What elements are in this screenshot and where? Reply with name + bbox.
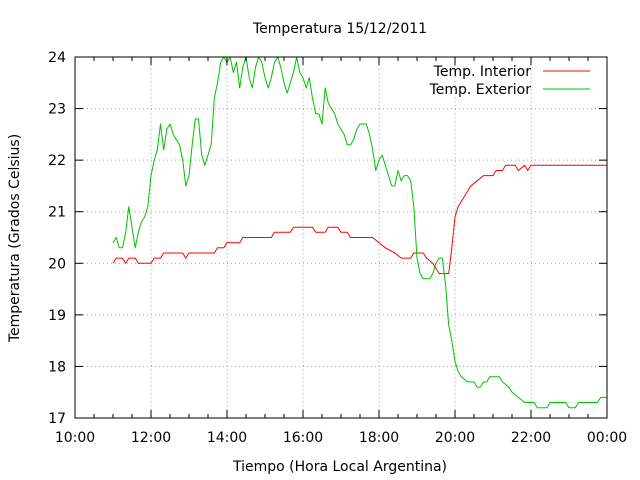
x-tick-label: 20:00 bbox=[435, 430, 475, 446]
series-lines bbox=[112, 56, 607, 409]
x-axis-label: Tiempo (Hora Local Argentina) bbox=[232, 459, 447, 475]
x-tick-labels: 10:00 12:00 14:00 16:00 18:00 20:00 22:00 00:00 bbox=[55, 430, 627, 446]
legend-label-1: Temp. Exterior bbox=[429, 82, 532, 98]
x-tick-label: 14:00 bbox=[207, 430, 247, 446]
series-line-0 bbox=[112, 164, 607, 275]
y-tick-label: 22 bbox=[48, 153, 66, 169]
y-tick-label: 24 bbox=[48, 50, 66, 66]
y-tick-labels: 17 18 19 20 21 22 23 24 bbox=[48, 50, 66, 427]
series-line-1 bbox=[112, 56, 607, 409]
legend-label-0: Temp. Interior bbox=[433, 64, 532, 80]
x-tick-label: 10:00 bbox=[55, 430, 95, 446]
y-tick-label: 20 bbox=[48, 256, 66, 272]
x-tick-label: 18:00 bbox=[359, 430, 399, 446]
x-tick-label: 22:00 bbox=[511, 430, 551, 446]
y-tick-label: 18 bbox=[48, 359, 66, 375]
plot-frame bbox=[74, 56, 608, 419]
grid-lines bbox=[75, 57, 607, 418]
x-tick-label: 16:00 bbox=[283, 430, 323, 446]
y-tick-label: 19 bbox=[48, 308, 66, 324]
legend: Temp. Interior Temp. Exterior bbox=[429, 64, 590, 98]
y-tick-label: 17 bbox=[48, 411, 66, 427]
x-tick-label: 12:00 bbox=[131, 430, 171, 446]
x-tick-label: 00:00 bbox=[587, 430, 627, 446]
y-axis-label: Temperatura (Grados Celsius) bbox=[7, 134, 23, 343]
chart-title: Temperatura 15/12/2011 bbox=[252, 21, 427, 37]
y-tick-label: 21 bbox=[48, 205, 66, 221]
y-tick-label: 23 bbox=[48, 102, 66, 118]
axis-ticks bbox=[74, 56, 608, 419]
